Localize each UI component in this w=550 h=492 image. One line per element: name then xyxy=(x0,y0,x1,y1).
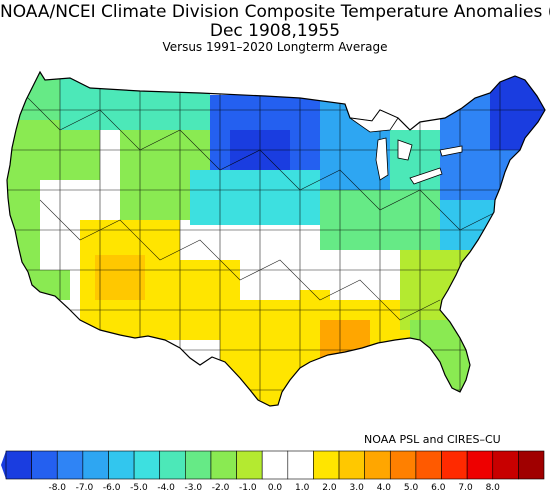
us-climate-division-map xyxy=(6,70,546,407)
legend-tick-label: -2.0 xyxy=(211,483,230,492)
legend-tick-label: 8.0 xyxy=(485,483,500,492)
legend-swatch xyxy=(492,450,519,480)
legend-swatch xyxy=(313,450,340,480)
legend-tick-label: -3.0 xyxy=(184,483,203,492)
region-ohio-valley xyxy=(320,190,450,250)
legend-tick-label: -7.0 xyxy=(75,483,94,492)
legend-swatch xyxy=(389,450,417,480)
legend-tick-label: 5.0 xyxy=(403,483,419,492)
legend-tick-label: 7.0 xyxy=(458,483,473,492)
lake-superior xyxy=(349,109,399,133)
region-central-plains xyxy=(190,170,320,225)
map-subtitle: Dec 1908,1955 xyxy=(209,21,341,41)
region-new-england xyxy=(490,72,545,150)
legend-tick-label: 1.0 xyxy=(295,483,310,492)
legend-swatch xyxy=(159,450,186,480)
lake-huron xyxy=(397,139,413,161)
legend-swatch xyxy=(338,450,365,480)
lake-erie xyxy=(409,167,443,185)
lake-ontario xyxy=(439,145,463,157)
legend-swatch xyxy=(82,450,109,480)
legend-tick-label: -1.0 xyxy=(238,483,257,492)
credit-text: NOAA PSL and CIRES–CU xyxy=(364,433,501,446)
legend-tick-label: 3.0 xyxy=(349,483,364,492)
legend-swatch xyxy=(287,450,314,480)
legend-tick-label: 0.0 xyxy=(267,483,283,492)
legend-swatch xyxy=(364,450,391,480)
legend-tick-label: -8.0 xyxy=(48,483,67,492)
legend-swatch xyxy=(31,450,58,480)
legend-swatch xyxy=(415,450,442,480)
legend-swatch xyxy=(185,450,212,480)
legend-tick-label: -5.0 xyxy=(130,483,148,492)
map-caption: Versus 1991–2020 Longterm Average xyxy=(162,40,388,54)
legend-tick-label: 2.0 xyxy=(322,483,337,492)
region-louisiana xyxy=(320,320,370,360)
color-legend xyxy=(1,450,545,480)
region-washington xyxy=(7,72,60,120)
us-outline xyxy=(6,70,546,407)
region-arizona xyxy=(95,255,145,300)
legend-tick-label: -6.0 xyxy=(102,483,121,492)
legend-swatch xyxy=(236,450,263,480)
map-title: NOAA/NCEI Climate Division Composite Tem… xyxy=(0,2,550,22)
legend-swatch xyxy=(518,450,545,480)
legend-swatch xyxy=(261,450,289,480)
legend-swatch xyxy=(108,450,135,480)
legend-tick-label: 6.0 xyxy=(431,483,446,492)
legend-swatch xyxy=(210,450,237,480)
legend-tick-label: 4.0 xyxy=(376,483,392,492)
legend-arrow-low xyxy=(1,451,6,479)
lake-michigan xyxy=(375,137,389,181)
region-mid-atlantic xyxy=(440,200,510,250)
legend-tick-label: -4.0 xyxy=(157,483,175,492)
legend-swatch xyxy=(56,450,84,480)
legend-swatch xyxy=(466,450,494,480)
legend-swatch xyxy=(133,450,161,480)
region-southeast xyxy=(400,250,480,330)
legend-swatch xyxy=(5,450,32,480)
region-northern-rockies xyxy=(60,72,210,130)
legend-swatch xyxy=(441,450,468,480)
